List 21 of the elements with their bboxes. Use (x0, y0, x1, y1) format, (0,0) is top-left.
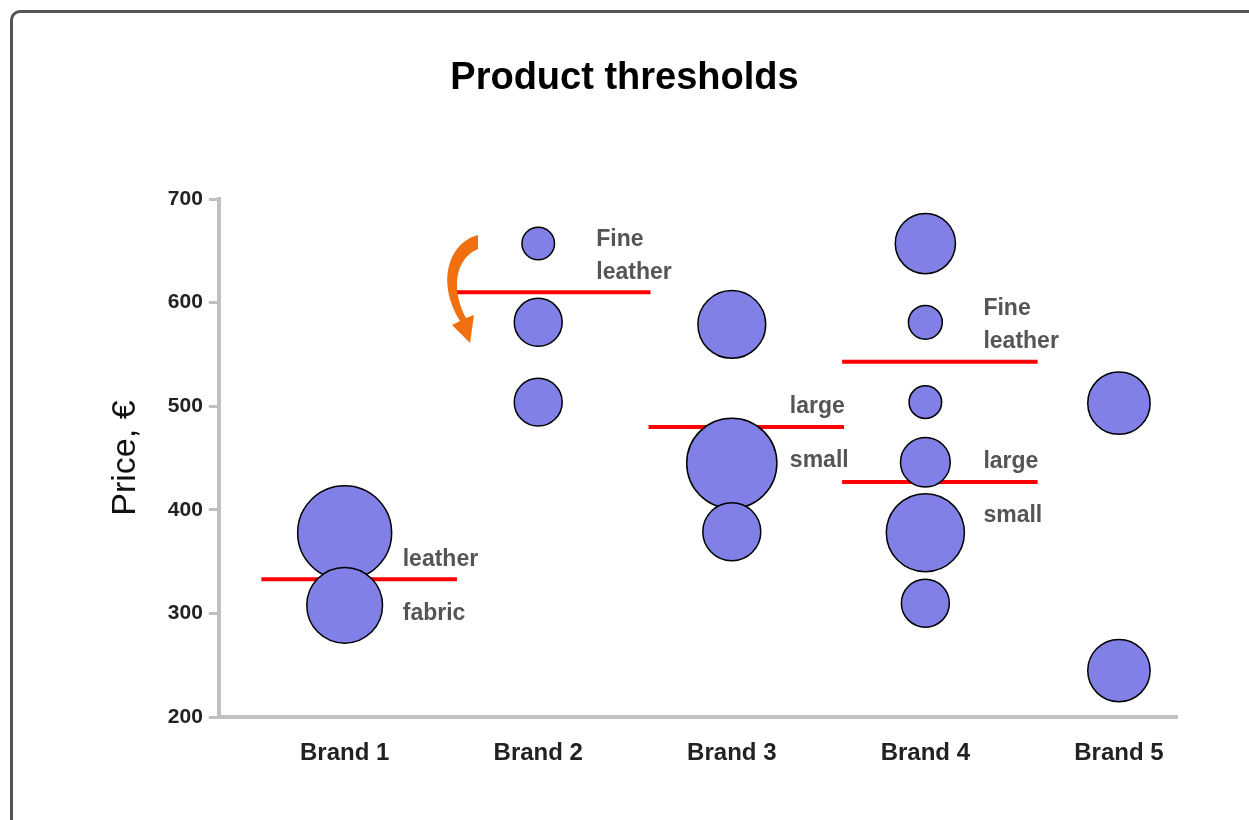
y-tick-label: 200 (167, 704, 203, 727)
annotation: fabric (402, 598, 466, 625)
chart-title: Product thresholds (449, 55, 800, 98)
x-tick-label: Brand 1 (299, 738, 390, 766)
annotation: small (983, 501, 1043, 528)
x-tick-label: Brand 5 (1074, 738, 1164, 766)
annotation: Fine leather (596, 224, 672, 284)
y-tick-label: 500 (167, 393, 203, 417)
annotation: Fine leather (983, 294, 1059, 354)
y-axis-title: Price, € (103, 400, 142, 516)
y-tick-label: 600 (167, 289, 203, 313)
x-tick-label: Brand 3 (687, 738, 777, 766)
annotation: large (983, 447, 1039, 474)
annotation: leather (402, 544, 479, 571)
y-tick-label: 400 (167, 496, 203, 520)
annotation: small (789, 446, 849, 473)
y-tick-label: 700 (167, 185, 203, 209)
x-tick-label: Brand 2 (493, 738, 583, 766)
y-tick-label: 300 (167, 600, 203, 624)
annotation: large (789, 392, 845, 419)
x-tick-label: Brand 4 (880, 738, 971, 766)
